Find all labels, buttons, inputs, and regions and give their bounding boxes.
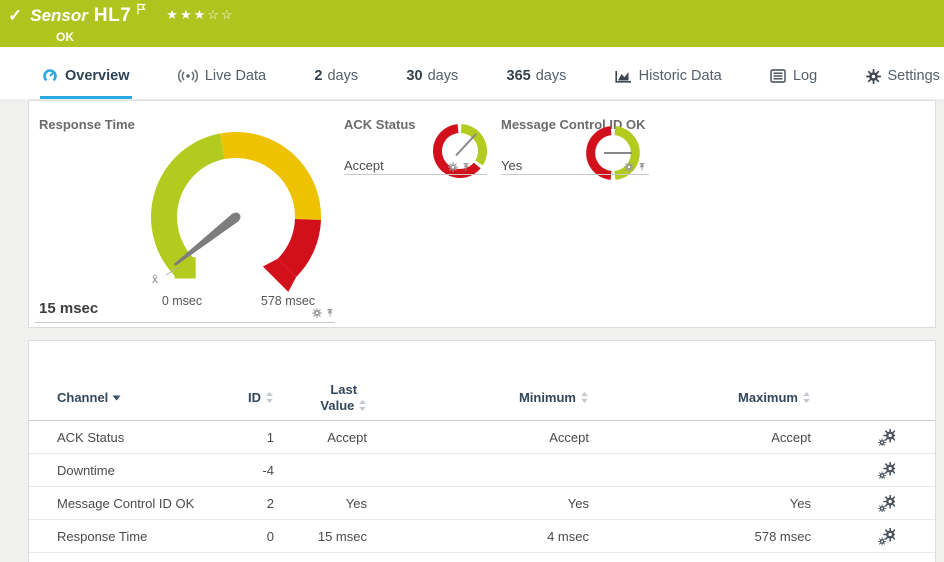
- tab-30-days[interactable]: 30 days: [406, 68, 459, 84]
- channel-id: -4: [262, 462, 274, 478]
- channel-maximum: Yes: [789, 495, 811, 511]
- gauge-title-response-time: Response Time: [39, 117, 135, 132]
- priority-stars[interactable]: ★★★☆☆: [166, 7, 235, 22]
- channel-name: Message Control ID OK: [57, 495, 195, 511]
- broadcast-icon: [177, 69, 198, 83]
- sort-icon: [358, 399, 367, 412]
- channel-last-value: Yes: [345, 495, 367, 511]
- channel-id: 0: [266, 528, 274, 544]
- sensor-header: ✓ Sensor HL7 ★★★☆☆ OK: [0, 0, 944, 47]
- column-header-channel[interactable]: Channel: [57, 390, 217, 405]
- column-header-last-value[interactable]: Last Value: [274, 382, 367, 414]
- channel-maximum: 578 msec: [754, 528, 811, 544]
- tab-settings[interactable]: Settings: [864, 68, 942, 99]
- pin-icon[interactable]: [461, 162, 471, 172]
- message-control-donut: [586, 126, 640, 180]
- pin-icon[interactable]: [325, 308, 335, 318]
- tab-bar: Overview Live Data 2 days 30 days 365 da…: [0, 47, 944, 99]
- sort-icon: [580, 391, 589, 404]
- response-time-value: 15 msec: [39, 300, 99, 317]
- mean-marker-label: x̄: [152, 272, 158, 286]
- channel-settings-icon[interactable]: [878, 429, 895, 446]
- channel-minimum: 4 msec: [547, 528, 589, 544]
- gauge-action-icons: [312, 308, 335, 318]
- page-content: Response Time x̄ 0 msec 578 msec 15 msec…: [0, 99, 944, 562]
- priority-flag-icon[interactable]: [137, 2, 147, 20]
- gauge-needle: [173, 213, 240, 266]
- tab-historic-data[interactable]: Historic Data: [613, 68, 724, 99]
- sensor-kind-label: Sensor: [30, 6, 88, 25]
- log-icon: [770, 69, 786, 83]
- tab-overview[interactable]: Overview: [40, 68, 132, 99]
- status-check-icon: ✓: [8, 6, 23, 25]
- cell-divider: [344, 174, 487, 175]
- channel-name: Response Time: [57, 528, 148, 544]
- column-header-id[interactable]: ID: [217, 390, 274, 405]
- pin-icon[interactable]: [637, 162, 647, 172]
- channel-minimum: Accept: [549, 429, 589, 445]
- sensor-name: HL7: [93, 5, 132, 26]
- channels-panel: Channel ID Last Value Minimum: [28, 340, 936, 562]
- gear-icon[interactable]: [624, 162, 634, 172]
- channel-id: 2: [266, 495, 274, 511]
- cell-divider: [35, 322, 335, 323]
- sensor-status-badge: OK: [56, 30, 74, 44]
- gauge-action-icons: [624, 162, 647, 172]
- gear-icon[interactable]: [448, 162, 458, 172]
- ack-status-donut: [433, 124, 488, 178]
- channel-settings-icon[interactable]: [878, 495, 895, 512]
- channel-name: Downtime: [57, 462, 115, 478]
- channel-id: 1: [266, 429, 274, 445]
- tab-live-data[interactable]: Live Data: [176, 68, 268, 99]
- area-chart-icon: [615, 69, 632, 84]
- response-time-gauge: x̄: [151, 131, 322, 292]
- sort-icon: [265, 391, 274, 404]
- table-row: Downtime -4: [29, 454, 935, 487]
- gauges-panel: Response Time x̄ 0 msec 578 msec 15 msec…: [28, 100, 936, 328]
- tab-log[interactable]: Log: [768, 68, 819, 99]
- tab-2-days[interactable]: 2 days: [314, 68, 359, 84]
- gauge-action-icons: [448, 162, 471, 172]
- channel-last-value: Accept: [327, 429, 367, 445]
- table-header-row: Channel ID Last Value Minimum: [29, 375, 935, 421]
- sort-desc-icon: [112, 395, 121, 400]
- table-row: ACK Status 1 Accept Accept Accept: [29, 421, 935, 454]
- cell-divider: [501, 174, 649, 175]
- gauge-icon: [42, 68, 58, 84]
- table-row: Message Control ID OK 2 Yes Yes Yes: [29, 487, 935, 520]
- channel-maximum: Accept: [771, 429, 811, 445]
- table-row: Response Time 0 15 msec 4 msec 578 msec: [29, 520, 935, 553]
- gauge-scale-min: 0 msec: [161, 294, 203, 308]
- channel-minimum: Yes: [567, 495, 589, 511]
- sort-icon: [802, 391, 811, 404]
- tab-365-days[interactable]: 365 days: [506, 68, 567, 84]
- channel-settings-icon[interactable]: [878, 528, 895, 545]
- ack-status-value: Accept: [344, 158, 384, 173]
- message-control-value: Yes: [501, 158, 523, 173]
- column-header-maximum[interactable]: Maximum: [589, 390, 811, 405]
- gear-icon[interactable]: [312, 308, 322, 318]
- gauge-title-ack-status: ACK Status: [344, 117, 416, 132]
- gear-icon: [866, 69, 881, 84]
- column-header-minimum[interactable]: Minimum: [367, 390, 589, 405]
- channel-settings-icon[interactable]: [878, 462, 895, 479]
- channel-name: ACK Status: [57, 429, 125, 445]
- channel-last-value: 15 msec: [317, 528, 367, 544]
- gauge-scale-max: 578 msec: [260, 294, 316, 308]
